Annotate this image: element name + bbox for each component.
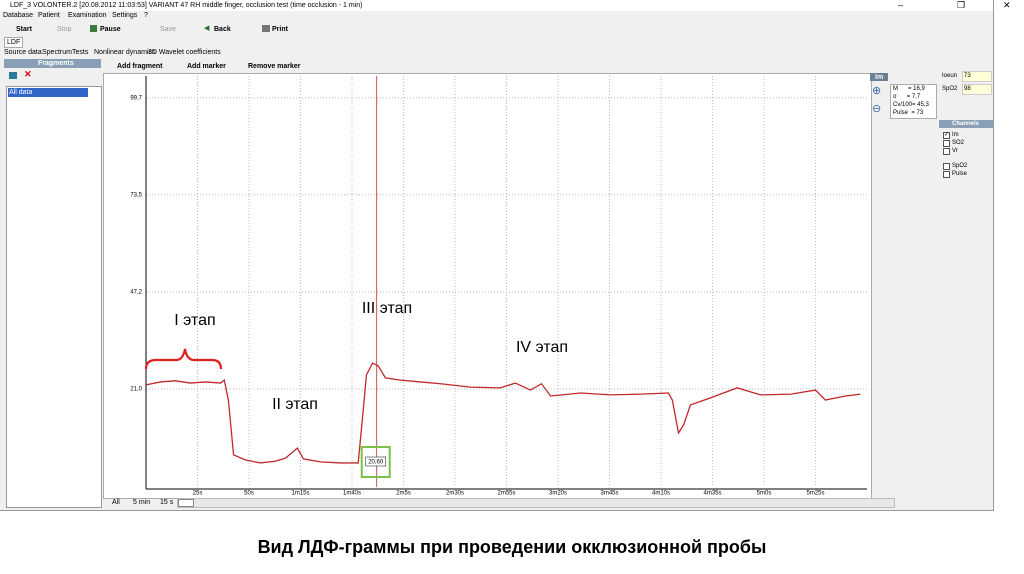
menu-item[interactable]: ? bbox=[144, 12, 148, 19]
readout-value: 98 bbox=[964, 86, 971, 92]
readout-value: 73 bbox=[964, 73, 971, 79]
toolbar-button[interactable]: Pause bbox=[100, 26, 121, 33]
cursor-highlight bbox=[360, 446, 391, 478]
scale-button[interactable]: All bbox=[112, 499, 120, 506]
channel-label: SO2 bbox=[952, 140, 965, 146]
add-icon[interactable] bbox=[9, 72, 17, 79]
chart-tool[interactable]: Add fragment bbox=[117, 63, 163, 70]
chart-tool[interactable]: Remove marker bbox=[248, 63, 301, 70]
x-tick-label: 1m15s bbox=[291, 491, 309, 497]
toolbar-button[interactable]: Back bbox=[214, 26, 231, 33]
annotation: I этап bbox=[174, 312, 215, 329]
fragment-item[interactable]: All data bbox=[8, 88, 88, 97]
x-tick-label: 3m45s bbox=[600, 491, 618, 497]
annotation: IV этап bbox=[516, 339, 568, 356]
checkbox[interactable] bbox=[943, 171, 950, 178]
checkbox[interactable]: ✓ bbox=[943, 132, 950, 139]
readout-label: Ioeun bbox=[942, 73, 958, 79]
channel-label: Im bbox=[952, 132, 959, 138]
x-tick-label: 3m20s bbox=[549, 491, 567, 497]
x-tick-label: 25s bbox=[193, 491, 203, 497]
delete-icon[interactable]: ✕ bbox=[24, 69, 32, 79]
panel-title: Fragments bbox=[38, 60, 74, 67]
icon: ◀ bbox=[204, 25, 210, 32]
panel-header bbox=[4, 59, 101, 68]
x-tick-label: 5m25s bbox=[806, 491, 824, 497]
checkbox[interactable] bbox=[943, 163, 950, 170]
stats-title: Im bbox=[875, 74, 884, 81]
menu-item[interactable]: Settings bbox=[112, 12, 138, 19]
cursor-label: 20,60 bbox=[368, 460, 384, 466]
brace bbox=[144, 348, 223, 370]
channels-title: Channels bbox=[952, 121, 980, 127]
readout-label: SpO2 bbox=[942, 86, 958, 92]
maximize[interactable]: ❐ bbox=[957, 0, 966, 10]
stats-box bbox=[890, 84, 937, 119]
y-tick-label: 47,2 bbox=[130, 290, 142, 296]
menu-item[interactable]: Database bbox=[3, 12, 33, 19]
checkbox[interactable] bbox=[943, 148, 950, 155]
channel-label: SpO2 bbox=[952, 163, 968, 169]
scale-button[interactable]: 5 min bbox=[133, 499, 151, 506]
x-tick-label: 2m5s bbox=[396, 491, 411, 497]
subtab[interactable]: Source data bbox=[4, 49, 42, 56]
icon bbox=[262, 25, 270, 32]
x-tick-label: 1m40s bbox=[343, 491, 361, 497]
cursor-label-box bbox=[365, 456, 387, 467]
y-tick-label: 73,5 bbox=[130, 192, 142, 198]
subtab[interactable]: Nonlinear dynamics bbox=[94, 49, 156, 56]
x-tick-label: 50s bbox=[244, 491, 254, 497]
title-bar bbox=[0, 0, 993, 11]
zoom-out[interactable]: ⊖ bbox=[872, 103, 882, 115]
annotation: III этап bbox=[362, 300, 412, 317]
readout-box bbox=[962, 84, 992, 95]
scale-button[interactable]: 15 s bbox=[160, 499, 174, 506]
toolbar-button[interactable]: Stop bbox=[57, 26, 72, 33]
x-tick-label: 2m55s bbox=[497, 491, 515, 497]
checkbox[interactable] bbox=[943, 140, 950, 147]
y-tick-label: 99,7 bbox=[130, 95, 142, 101]
caption: Вид ЛДФ-граммы при проведении окклюзионн… bbox=[257, 537, 767, 557]
signal-line bbox=[145, 362, 861, 464]
stat-line: Pulse = 73 bbox=[893, 110, 924, 116]
x-tick-label: 4m10s bbox=[652, 491, 670, 497]
stat-line: M = 16,9 bbox=[893, 86, 925, 92]
toolbar-button[interactable]: Print bbox=[272, 26, 288, 33]
minimize[interactable]: – bbox=[898, 0, 904, 10]
annotation: II этап bbox=[272, 396, 318, 413]
subtab[interactable]: 3D Wavelet coefficients bbox=[148, 49, 221, 56]
toolbar-button[interactable]: Start bbox=[16, 26, 32, 33]
icon bbox=[90, 25, 97, 32]
chart-tool[interactable]: Add marker bbox=[187, 63, 226, 70]
panel-header bbox=[870, 73, 888, 81]
menu-item[interactable]: Examination bbox=[68, 12, 107, 19]
y-tick-label: 21,0 bbox=[130, 387, 142, 393]
subtab[interactable]: Tests bbox=[72, 49, 89, 56]
scrollbar[interactable] bbox=[177, 498, 895, 508]
channel-label: Pulse bbox=[952, 171, 968, 177]
toolbar-button[interactable]: Save bbox=[160, 26, 176, 33]
stat-line: σ = 7,7 bbox=[893, 94, 921, 100]
menu-item[interactable]: Patient bbox=[38, 12, 60, 19]
scroll-thumb[interactable] bbox=[178, 499, 194, 507]
stat-line: Cv/100= 45,3 bbox=[893, 102, 929, 108]
x-tick-label: 4m35s bbox=[703, 491, 721, 497]
fragment-list bbox=[6, 86, 102, 508]
panel-header bbox=[939, 120, 993, 128]
readout-box bbox=[962, 71, 992, 82]
tab[interactable]: LDF bbox=[4, 37, 24, 48]
subtab[interactable]: Spectrum bbox=[42, 49, 72, 56]
x-tick-label: 2m30s bbox=[446, 491, 464, 497]
zoom-in[interactable]: ⊕ bbox=[872, 85, 882, 97]
channel-label: Vr bbox=[952, 148, 958, 154]
x-tick-label: 5m0s bbox=[757, 491, 772, 497]
close[interactable]: ✕ bbox=[1003, 0, 1011, 10]
window-title: LDF_3 VOLONTER.2 [20.08.2012 11:03:53] V… bbox=[10, 2, 363, 9]
